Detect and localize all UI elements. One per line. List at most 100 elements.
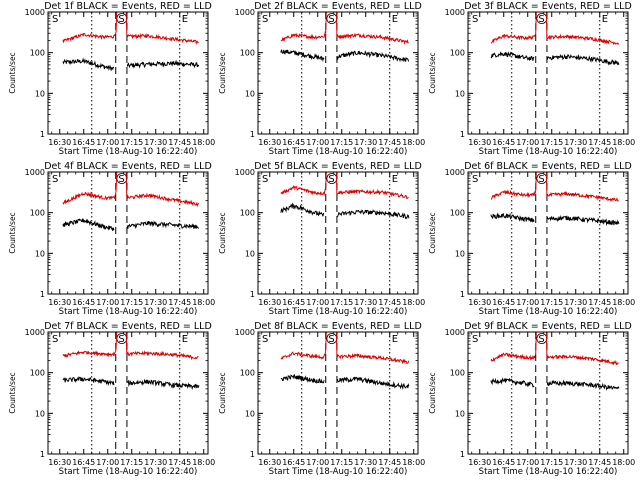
events-series-line-before-gap <box>62 376 115 387</box>
chart-title: Det 5f BLACK = Events, RED = LLD <box>254 161 422 172</box>
events-series-line-after-gap <box>546 379 620 391</box>
end-marker: E <box>182 174 188 185</box>
y-tick-label: 10 <box>245 89 255 98</box>
events-series-line-after-gap <box>336 209 410 220</box>
x-tick-label: 17:45 <box>588 298 611 307</box>
events-series-line-after-gap <box>126 59 200 69</box>
x-tick-label: 17:30 <box>564 138 587 147</box>
events-series-line-before-gap <box>280 49 325 62</box>
y-tick-label: 10 <box>245 249 255 258</box>
x-tick-label: 16:45 <box>72 138 95 147</box>
x-tick-label: 17:00 <box>306 138 329 147</box>
end-marker: E <box>182 14 188 25</box>
y-tick-label: 100 <box>30 369 45 378</box>
y-tick-label: 1000 <box>25 168 45 177</box>
x-tick-label: 17:45 <box>378 298 401 307</box>
x-tick-label: 17:00 <box>96 298 119 307</box>
start-marker: S <box>262 334 268 345</box>
end-marker: E <box>182 334 188 345</box>
end-marker: E <box>392 14 398 25</box>
lld-series-line <box>490 331 619 366</box>
x-tick-label: 16:45 <box>492 298 515 307</box>
x-tick-label: 17:15 <box>330 298 353 307</box>
y-tick-label: 1000 <box>235 328 255 337</box>
start-marker: S <box>262 14 268 25</box>
y-axis-label: Counts/sec <box>218 372 227 413</box>
plot-frame <box>257 171 419 295</box>
x-tick-label: 17:00 <box>306 458 329 467</box>
chart-title: Det 2f BLACK = Events, RED = LLD <box>254 1 422 12</box>
x-tick-label: 17:45 <box>168 298 191 307</box>
chart-title: Det 8f BLACK = Events, RED = LLD <box>254 321 422 332</box>
y-tick-label: 1000 <box>235 8 255 17</box>
x-tick-label: 17:45 <box>378 138 401 147</box>
x-axis-label: Start Time (18-Aug-10 16:22:40) <box>59 307 198 317</box>
x-tick-label: 16:45 <box>72 298 95 307</box>
x-tick-label: 17:45 <box>168 138 191 147</box>
lld-series-line <box>280 11 409 45</box>
y-tick-label: 1000 <box>235 168 255 177</box>
events-series-line-before-gap <box>62 218 115 232</box>
y-axis-label: Counts/sec <box>8 372 17 413</box>
chart-title: Det 1f BLACK = Events, RED = LLD <box>44 1 212 12</box>
events-series-line-after-gap <box>546 53 620 66</box>
y-tick-label: 1 <box>250 290 255 299</box>
y-axis-label: Counts/sec <box>218 212 227 253</box>
x-tick-label: 17:45 <box>168 458 191 467</box>
plot-frame <box>257 331 419 455</box>
y-tick-label: 1 <box>250 130 255 139</box>
saa-marker: S <box>538 174 544 185</box>
x-tick-label: 17:30 <box>564 458 587 467</box>
x-tick-label: 16:30 <box>468 458 491 467</box>
saa-marker: S <box>538 334 544 345</box>
chart-panel-8: Det 8f BLACK = Events, RED = LLD Counts/s… <box>218 321 425 477</box>
x-tick-label: 16:30 <box>468 298 491 307</box>
x-axis-label: Start Time (18-Aug-10 16:22:40) <box>269 307 408 317</box>
lld-series-line <box>490 11 620 46</box>
start-marker: S <box>472 14 478 25</box>
y-tick-label: 100 <box>240 209 255 218</box>
y-tick-label: 1000 <box>25 8 45 17</box>
x-tick-label: 18:00 <box>402 138 425 147</box>
chart-title: Det 3f BLACK = Events, RED = LLD <box>464 1 632 12</box>
chart-title: Det 6f BLACK = Events, RED = LLD <box>464 161 632 172</box>
chart-panel-3: Det 3f BLACK = Events, RED = LLD Counts/s… <box>428 1 635 157</box>
saa-marker: S <box>328 174 334 185</box>
saa-marker: S <box>118 14 124 25</box>
chart-panel-2: Det 2f BLACK = Events, RED = LLD Counts/s… <box>218 1 425 157</box>
y-tick-label: 10 <box>35 249 45 258</box>
y-tick-label: 1 <box>40 130 45 139</box>
y-tick-label: 100 <box>240 369 255 378</box>
y-axis-label: Counts/sec <box>8 52 17 93</box>
x-tick-label: 16:45 <box>492 458 515 467</box>
x-axis-label: Start Time (18-Aug-10 16:22:40) <box>59 467 198 477</box>
start-marker: S <box>52 14 58 25</box>
events-series-line-before-gap <box>490 212 535 223</box>
y-tick-label: 1 <box>460 450 465 459</box>
y-tick-label: 1 <box>250 450 255 459</box>
x-tick-label: 18:00 <box>612 138 635 147</box>
x-tick-label: 17:30 <box>564 298 587 307</box>
x-tick-label: 17:00 <box>516 138 539 147</box>
plot-frame <box>47 331 209 455</box>
y-tick-label: 1 <box>40 290 45 299</box>
start-marker: S <box>262 174 268 185</box>
x-tick-label: 17:30 <box>354 298 377 307</box>
x-tick-label: 17:00 <box>96 138 119 147</box>
events-series-line-before-gap <box>280 202 325 217</box>
y-axis-label: Counts/sec <box>218 52 227 93</box>
lld-series-line <box>490 171 619 202</box>
y-tick-label: 10 <box>455 409 465 418</box>
start-marker: S <box>472 334 478 345</box>
x-tick-label: 17:30 <box>144 458 167 467</box>
x-tick-label: 17:30 <box>144 298 167 307</box>
lld-series-line <box>280 171 409 200</box>
y-tick-label: 1 <box>460 290 465 299</box>
lld-series-line <box>280 331 410 365</box>
y-tick-label: 10 <box>35 409 45 418</box>
end-marker: E <box>392 174 398 185</box>
events-series-line-after-gap <box>127 378 200 391</box>
x-tick-label: 17:00 <box>516 458 539 467</box>
x-tick-label: 16:30 <box>258 458 281 467</box>
